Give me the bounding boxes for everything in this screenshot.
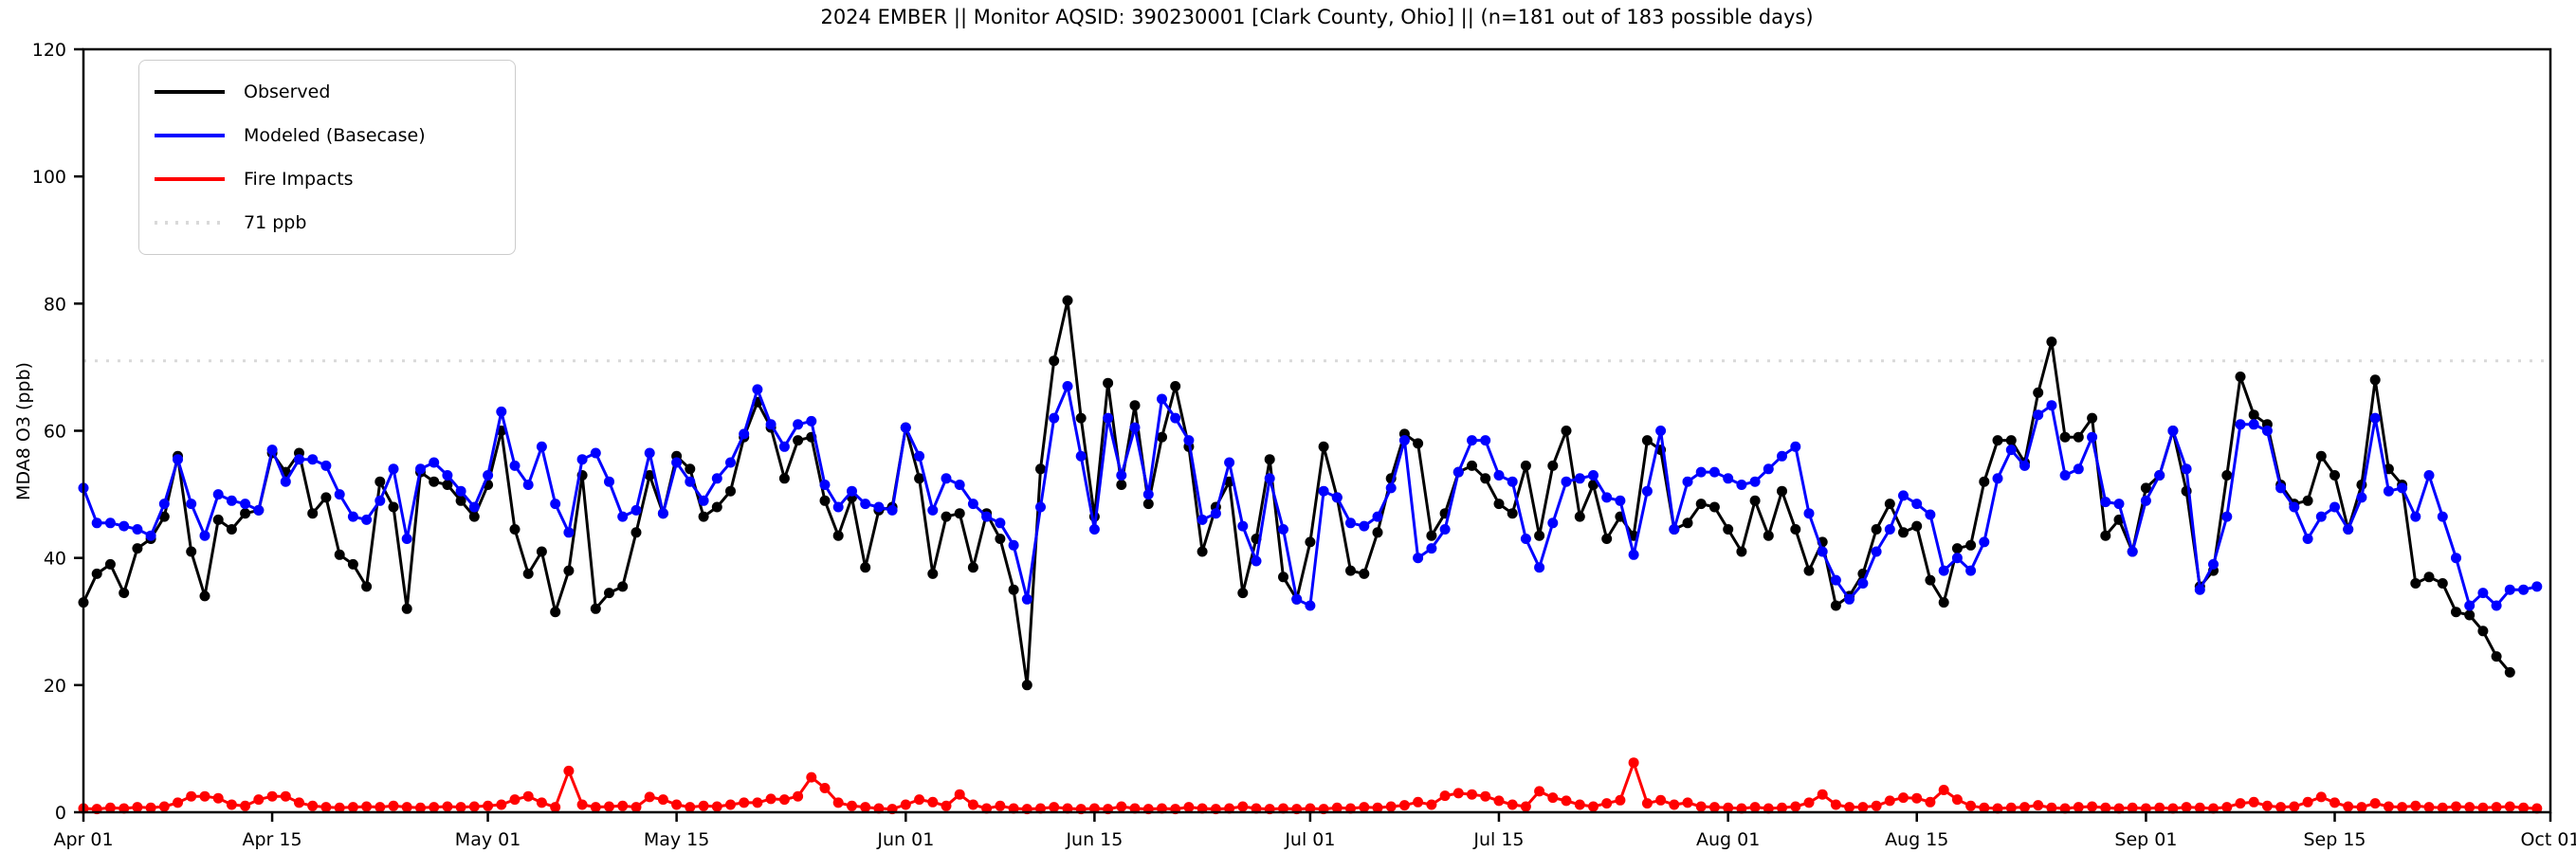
fire-line-swatch — [155, 177, 225, 181]
svg-text:Jun 15: Jun 15 — [1065, 829, 1123, 850]
svg-text:Jul 15: Jul 15 — [1472, 829, 1524, 850]
chart-title: 2024 EMBER || Monitor AQSID: 390230001 [… — [820, 6, 1814, 28]
svg-text:100: 100 — [32, 167, 66, 188]
modeled-basecase--series — [78, 381, 2543, 611]
svg-text:120: 120 — [32, 40, 66, 61]
legend-label-modeled: Modeled (Basecase) — [244, 125, 426, 146]
threshold-line-swatch — [155, 221, 225, 225]
svg-text:Sep 15: Sep 15 — [2303, 829, 2366, 850]
legend-label-fire: Fire Impacts — [244, 169, 354, 190]
svg-text:Aug 01: Aug 01 — [1696, 829, 1760, 850]
svg-text:Apr 15: Apr 15 — [243, 829, 302, 850]
legend-item-modeled: Modeled (Basecase) — [153, 114, 502, 157]
svg-text:20: 20 — [44, 676, 66, 697]
y-axis: 0 20 40 60 80 100 120 — [32, 40, 83, 824]
fire-impacts-series — [78, 757, 2543, 815]
svg-text:0: 0 — [55, 803, 66, 824]
svg-text:May 15: May 15 — [644, 829, 710, 850]
svg-text:Sep 01: Sep 01 — [2114, 829, 2177, 850]
svg-text:Apr 01: Apr 01 — [53, 829, 113, 850]
legend: Observed Modeled (Basecase) Fire Impacts… — [138, 60, 516, 255]
observed-series — [78, 295, 2515, 691]
legend-item-observed: Observed — [153, 70, 502, 114]
y-axis-label: MDA8 O3 (ppb) — [13, 362, 34, 500]
svg-text:80: 80 — [44, 294, 66, 315]
svg-text:60: 60 — [44, 422, 66, 443]
svg-text:Aug 15: Aug 15 — [1885, 829, 1948, 850]
svg-text:Jun 01: Jun 01 — [876, 829, 934, 850]
modeled-line-swatch — [155, 134, 225, 137]
svg-text:Jul 01: Jul 01 — [1284, 829, 1335, 850]
legend-item-threshold: 71 ppb — [153, 201, 502, 245]
legend-item-fire: Fire Impacts — [153, 157, 502, 201]
svg-text:May 01: May 01 — [455, 829, 521, 850]
svg-text:40: 40 — [44, 549, 66, 570]
legend-label-threshold: 71 ppb — [244, 212, 307, 233]
svg-text:Oct 01: Oct 01 — [2520, 829, 2576, 850]
legend-label-observed: Observed — [244, 82, 331, 102]
observed-line-swatch — [155, 90, 225, 94]
x-axis: Apr 01 Apr 15 May 01 May 15 Jun 01 Jun 15 Jul … — [53, 812, 2576, 850]
